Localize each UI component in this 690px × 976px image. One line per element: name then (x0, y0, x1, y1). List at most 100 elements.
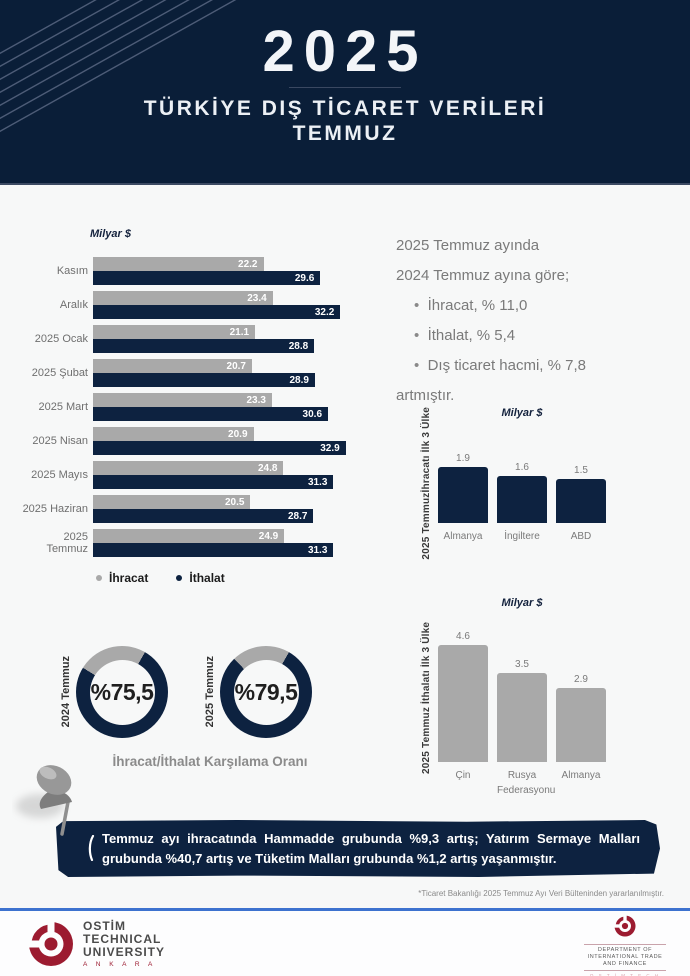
university-name-line1: OSTİM (83, 919, 126, 933)
donut-ring: %75,5 (76, 646, 168, 738)
bar-column: 4.6 (438, 632, 488, 762)
summary-bullet-hacim: Dış ticaret hacmi, % 7,8 (396, 351, 678, 381)
monthly-row: 2025 Ocak 21.1 28.8 (22, 325, 368, 353)
department-subtext: O S T İ M T E C H (589, 973, 661, 976)
monthly-chart-unit-label: Milyar $ (90, 228, 131, 240)
university-logo: OSTİM TECHNICAL UNIVERSITY A N K A R A (28, 920, 165, 968)
monthly-row: 2025 Mart 23.3 30.6 (22, 393, 368, 421)
header-year: 2025 (262, 19, 428, 84)
bar (556, 479, 606, 523)
donut-value: %75,5 (89, 659, 155, 725)
ithalat-bar: 31.3 (93, 475, 334, 489)
department-name-line2: INTERNATIONAL TRADE (587, 954, 663, 960)
month-label: Kasım (56, 265, 88, 277)
highlight-banner: Temmuz ayı ihracatında Hammadde grubunda… (56, 820, 660, 877)
header: 2025 TÜRKİYE DIŞ TİCARET VERİLERİ TEMMUZ (0, 0, 690, 185)
bar-category-label: Çin (455, 770, 471, 781)
footer: OSTİM TECHNICAL UNIVERSITY A N K A R A D… (0, 908, 690, 976)
import-chart-bars: 4.6 3.5 2.9 (438, 632, 606, 762)
export-chart-body: Milyar $ 1.9 1.6 1.5 Almanya İngiltere ABD (438, 407, 606, 560)
donut-period-label: 2025 Temmuz (204, 656, 216, 728)
summary-text-block: 2025 Temmuz ayında 2024 Temmuz ayına gör… (396, 231, 678, 411)
import-chart-rotated-title: 2025 Temmuz İthalatı İlk 3 Ülke (421, 621, 432, 774)
ithalat-legend-label: İthalat (189, 571, 225, 585)
bar-category-label: İngiltere (504, 531, 540, 542)
month-label: 2025 Şubat (31, 367, 88, 379)
header-title-line1: TÜRKİYE DIŞ TİCARET VERİLERİ (143, 96, 547, 120)
university-name: OSTİM TECHNICAL UNIVERSITY A N K A R A (83, 919, 166, 969)
monthly-chart-legend: İhracat İthalat (96, 571, 368, 585)
monthly-row: 2025 Nisan 20.9 32.9 (22, 427, 368, 455)
header-title-line2: TEMMUZ (292, 122, 398, 146)
month-label: 2025 Temmuz (46, 531, 88, 555)
monthly-trade-chart: Milyar $ Kasım 22.2 29.6 Aralık 23.4 32.2 2025… (22, 228, 368, 585)
month-bar-pair: 20.7 28.9 (93, 359, 348, 387)
bar-value-label: 1.6 (515, 462, 529, 473)
bar-category-label: Almanya (561, 770, 601, 781)
ihracat-bar: 22.2 (93, 257, 264, 271)
brush-tick-icon (88, 835, 95, 861)
export-chart-unit-label: Milyar $ (501, 407, 543, 419)
monthly-row: 2025 Şubat 20.7 28.9 (22, 359, 368, 387)
ihracat-bar: 24.9 (93, 529, 285, 543)
month-bar-pair: 20.5 28.7 (93, 495, 348, 523)
bar-column: 1.6 (497, 463, 547, 523)
pushpin-icon (16, 765, 72, 836)
ostim-logo-icon (28, 921, 73, 966)
coverage-caption: İhracat/İthalat Karşılama Oranı (112, 754, 308, 769)
ihracat-legend-label: İhracat (109, 571, 149, 585)
summary-bullet-ihracat: İhracat, % 11,0 (396, 291, 678, 321)
legend-item-ihracat: İhracat (96, 571, 148, 585)
ithalat-bar: 32.9 (93, 441, 346, 455)
export-chart-categories: Almanya İngiltere ABD (438, 529, 606, 544)
month-label: 2025 Mayıs (31, 469, 88, 481)
legend-item-ithalat: İthalat (176, 571, 225, 585)
month-label: 2025 Nisan (32, 435, 88, 447)
monthly-row: Aralık 23.4 32.2 (22, 291, 368, 319)
month-bar-pair: 22.2 29.6 (93, 257, 348, 285)
department-name-line1: DEPARTMENT OF (597, 947, 653, 953)
bar (438, 467, 488, 523)
bar-category-label: ABD (570, 531, 592, 542)
monthly-row: 2025 Mayıs 24.8 31.3 (22, 461, 368, 489)
coverage-donuts: 2024 Temmuz %75,5 2025 Temmuz %79,5 (40, 646, 380, 738)
ithalat-bar: 28.9 (93, 373, 315, 387)
banner-text: Temmuz ayı ihracatında Hammadde grubunda… (102, 831, 640, 866)
bar (438, 645, 488, 762)
university-name-line2: TECHNICAL (83, 932, 162, 946)
ihracat-bar: 20.7 (93, 359, 252, 373)
export-chart-bars: 1.9 1.6 1.5 (438, 453, 606, 523)
coverage-donut: 2024 Temmuz %75,5 (60, 646, 168, 738)
university-name-line3: UNIVERSITY (83, 945, 166, 959)
summary-line1: 2025 Temmuz ayında (396, 237, 540, 254)
bar-column: 2.9 (556, 675, 606, 762)
department-rule-bottom (584, 970, 666, 971)
ithalat-bar: 32.2 (93, 305, 341, 319)
import-chart-categories: Çin Rusya Federasyonu Almanya (438, 768, 606, 798)
coverage-ratio-section: 2024 Temmuz %75,5 2025 Temmuz %79,5 İhracat… (40, 638, 380, 769)
donut-period-label: 2024 Temmuz (60, 656, 72, 728)
bar (497, 476, 547, 523)
import-chart-body: Milyar $ 4.6 3.5 2.9 Çin Rusya Federasyonu A… (438, 597, 606, 798)
bar-category-label: Rusya Federasyonu (497, 770, 556, 796)
bar-column: 1.9 (438, 454, 488, 523)
source-footnote: *Ticaret Bakanlığı 2025 Temmuz Ayı Veri … (418, 889, 664, 898)
summary-line2: 2024 Temmuz ayına göre; (396, 267, 570, 284)
ihracat-bar: 20.9 (93, 427, 254, 441)
header-divider (289, 86, 401, 88)
month-bar-pair: 23.4 32.2 (93, 291, 348, 319)
import-top3-chart: 2025 Temmuz İthalatı İlk 3 Ülke Milyar $… (421, 597, 606, 798)
department-rule-top (584, 944, 666, 945)
department-logo: DEPARTMENT OF INTERNATIONAL TRADE AND FI… (584, 914, 666, 976)
ithalat-legend-dot-icon (176, 575, 183, 581)
ithalat-bar: 28.7 (93, 509, 314, 523)
summary-bullet-ithalat: İthalat, % 5,4 (396, 321, 678, 351)
bar-column: 1.5 (556, 466, 606, 523)
export-chart-rotated-title: 2025 Temmuzİhracatı İlk 3 Ülke (421, 407, 432, 560)
bar (497, 673, 547, 762)
bar-value-label: 4.6 (456, 631, 470, 642)
summary-outro: artmıştır. (396, 387, 455, 404)
month-bar-pair: 24.9 31.3 (93, 529, 348, 557)
month-bar-pair: 24.8 31.3 (93, 461, 348, 489)
